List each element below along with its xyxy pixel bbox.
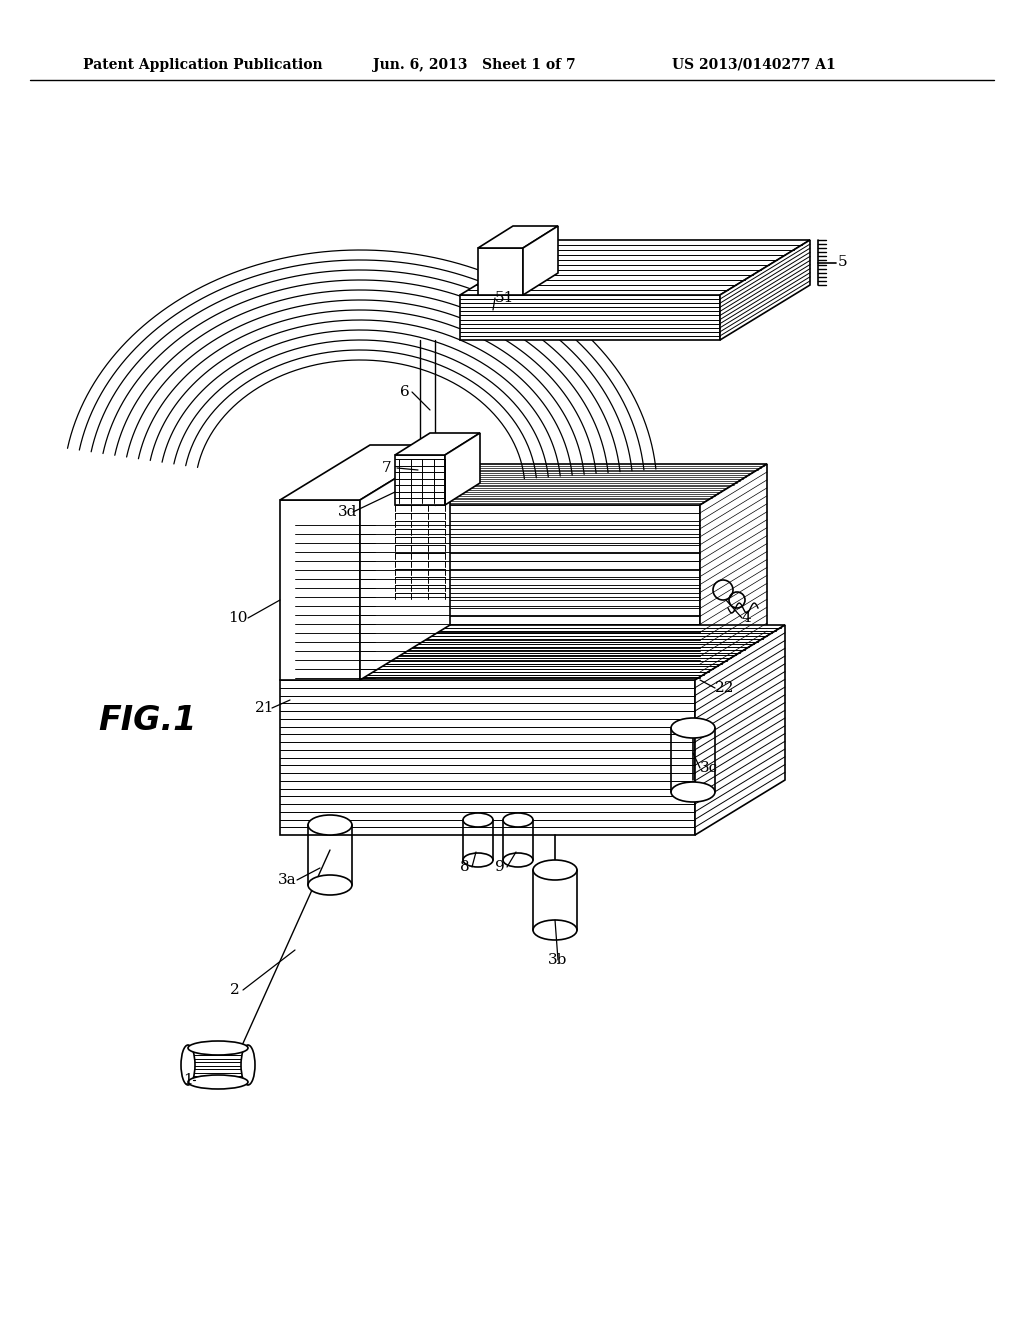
Ellipse shape [503, 813, 534, 828]
Text: 6: 6 [400, 385, 410, 399]
Text: 10: 10 [228, 611, 248, 624]
Text: 8: 8 [460, 861, 470, 874]
Text: 2: 2 [230, 983, 240, 997]
Polygon shape [478, 226, 558, 248]
Ellipse shape [534, 920, 577, 940]
Polygon shape [460, 294, 720, 341]
Polygon shape [360, 445, 450, 680]
Polygon shape [280, 445, 450, 500]
Text: 7: 7 [382, 461, 391, 475]
Polygon shape [695, 624, 785, 836]
Text: US 2013/0140277 A1: US 2013/0140277 A1 [672, 58, 836, 73]
Polygon shape [280, 500, 360, 680]
Ellipse shape [671, 718, 715, 738]
Ellipse shape [188, 1041, 248, 1055]
Text: 51: 51 [495, 290, 514, 305]
Ellipse shape [534, 861, 577, 880]
Text: Patent Application Publication: Patent Application Publication [83, 58, 323, 73]
Ellipse shape [463, 853, 493, 867]
Ellipse shape [503, 853, 534, 867]
Text: 5: 5 [838, 255, 848, 269]
Text: 4: 4 [742, 611, 752, 624]
Polygon shape [395, 433, 480, 455]
Polygon shape [360, 506, 700, 680]
Ellipse shape [308, 875, 352, 895]
Polygon shape [720, 240, 810, 341]
Polygon shape [460, 240, 810, 294]
Ellipse shape [181, 1045, 195, 1085]
Polygon shape [280, 680, 695, 836]
Text: 9: 9 [495, 861, 505, 874]
Text: Jun. 6, 2013   Sheet 1 of 7: Jun. 6, 2013 Sheet 1 of 7 [373, 58, 575, 73]
Text: 21: 21 [255, 701, 274, 715]
Text: 3b: 3b [548, 953, 567, 968]
Polygon shape [280, 624, 785, 680]
Polygon shape [395, 455, 445, 506]
Polygon shape [700, 465, 767, 680]
Ellipse shape [308, 814, 352, 836]
Polygon shape [478, 248, 523, 294]
Ellipse shape [241, 1045, 255, 1085]
Ellipse shape [463, 813, 493, 828]
Ellipse shape [671, 781, 715, 803]
Text: 1: 1 [183, 1073, 193, 1086]
Polygon shape [523, 226, 558, 294]
Polygon shape [360, 465, 767, 506]
Text: 3a: 3a [278, 873, 297, 887]
Ellipse shape [188, 1074, 248, 1089]
Text: 22: 22 [715, 681, 734, 696]
Polygon shape [445, 433, 480, 506]
Text: 3d: 3d [338, 506, 357, 519]
Text: FIG.1: FIG.1 [98, 704, 197, 737]
Text: 3c: 3c [700, 762, 718, 775]
